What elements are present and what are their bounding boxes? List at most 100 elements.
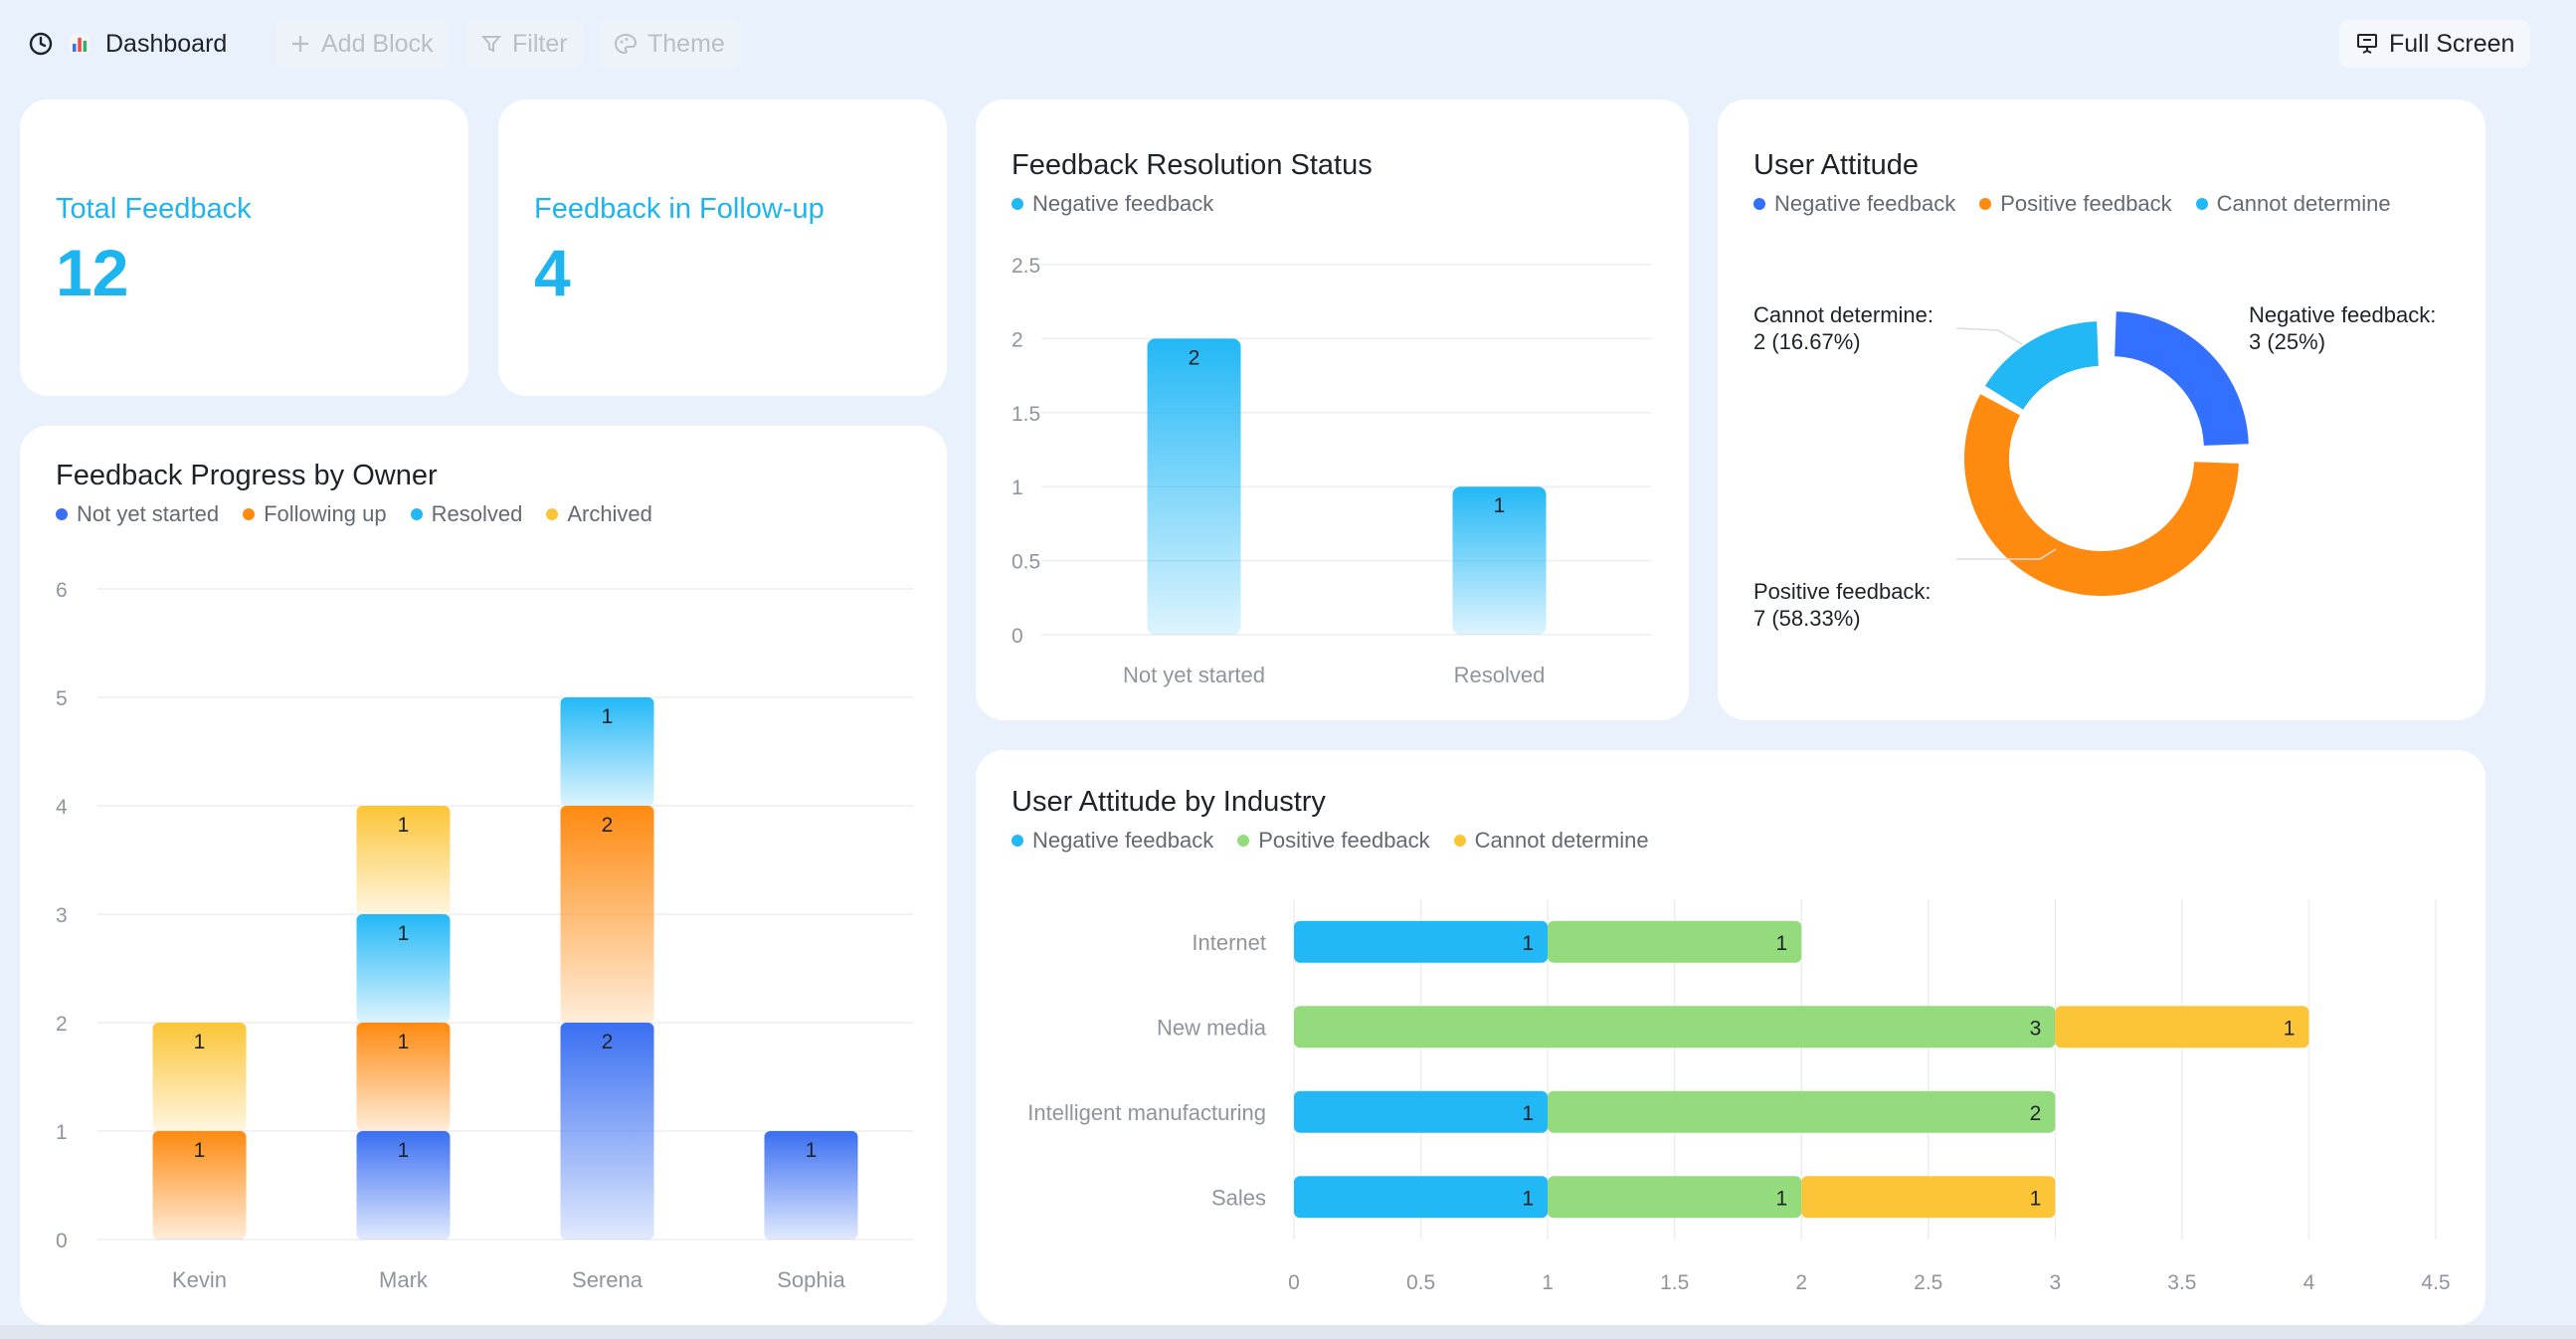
bar-segment	[1548, 920, 1802, 963]
x-tick-label: 1	[1542, 1271, 1554, 1294]
bar-segment	[764, 1131, 858, 1240]
legend-label: Positive feedback	[2000, 191, 2172, 216]
legend-label: Archived	[567, 501, 652, 526]
kpi-label: Total Feedback	[56, 193, 252, 225]
legend-item[interactable]: Not yet started	[56, 501, 219, 527]
card-feedback-progress-owner[interactable]: Feedback Progress by Owner Not yet start…	[20, 426, 947, 1325]
y-tick-label: 2	[56, 1013, 68, 1036]
bar-segment	[560, 697, 654, 806]
legend-label: Cannot determine	[2216, 191, 2391, 216]
legend-dot	[410, 508, 423, 520]
data-label: 2	[602, 814, 614, 837]
chart-title: User Attitude	[1753, 149, 1920, 181]
data-label: 2	[2030, 1102, 2042, 1125]
legend-item[interactable]: Positive feedback	[1979, 191, 2172, 217]
slice-label: Positive feedback:	[1753, 579, 1932, 604]
y-category-label: Internet	[1192, 930, 1266, 955]
data-label: 1	[1522, 1187, 1534, 1210]
y-tick-label: 3	[56, 904, 68, 927]
plus-icon	[292, 36, 308, 52]
theme-button[interactable]: Theme	[600, 20, 739, 68]
card-feedback-resolution[interactable]: Feedback Resolution Status Negative feed…	[976, 99, 1689, 720]
bar-segment	[356, 1023, 451, 1131]
y-category-label: Intelligent manufacturing	[1027, 1100, 1266, 1125]
legend-item[interactable]: Negative feedback	[1753, 191, 1955, 217]
kpi-card-total-feedback[interactable]: Total Feedback 12	[20, 99, 468, 396]
legend-item[interactable]: Cannot determine	[1453, 828, 1649, 854]
chart-legend: Not yet started Following up Resolved Ar…	[56, 501, 652, 527]
add-block-button[interactable]: Add Block	[276, 20, 448, 68]
x-tick-label: Kevin	[172, 1267, 227, 1292]
resolution-chart: 0 0.5 1 1.5 2 2.5 2 Not yet started 1 Resolved	[1012, 255, 1652, 687]
y-tick-label: 0	[56, 1230, 68, 1252]
kpi-value: 12	[56, 236, 129, 309]
data-label: 1	[2030, 1187, 2042, 1210]
dashboard-label: Dashboard	[105, 29, 228, 58]
theme-label: Theme	[647, 29, 725, 58]
dashboard-title[interactable]: Dashboard	[28, 20, 227, 68]
bar	[1147, 338, 1241, 635]
y-tick-label: 0.5	[1012, 551, 1040, 574]
slice-value-label: 7 (58.33%)	[1753, 606, 1861, 631]
legend-label: Resolved	[431, 501, 523, 526]
legend-dot	[1453, 835, 1466, 847]
x-tick-label: 1.5	[1660, 1271, 1689, 1294]
legend-item[interactable]: Resolved	[410, 501, 523, 527]
bar-segment	[560, 1023, 654, 1240]
x-tick-label: 3.5	[2167, 1271, 2196, 1294]
legend-dot	[1012, 198, 1023, 210]
bar-segment	[1294, 1176, 1549, 1219]
chart-legend: Negative feedback Positive feedback Cann…	[1012, 828, 1649, 854]
presentation-icon	[2357, 34, 2377, 54]
y-tick-label: 2.5	[1012, 255, 1040, 278]
legend-item[interactable]: Negative feedback	[1012, 191, 1213, 217]
chart-legend: Negative feedback Positive feedback Cann…	[1753, 191, 2391, 217]
legend-dot	[1753, 198, 1765, 210]
kpi-card-feedback-followup[interactable]: Feedback in Follow-up 4	[498, 99, 947, 396]
legend-dot	[1012, 835, 1023, 847]
legend-dot	[56, 508, 68, 520]
filter-button[interactable]: Filter	[466, 20, 582, 68]
data-label: 1	[806, 1139, 818, 1162]
x-tick-label: 0.5	[1406, 1271, 1435, 1294]
bottom-scroll-strip	[0, 1325, 2576, 1339]
slice-value-label: 3 (25%)	[2249, 329, 2325, 354]
bar-segment	[560, 806, 654, 1023]
history-clock-icon[interactable]	[28, 31, 54, 57]
card-user-attitude[interactable]: User Attitude Negative feedback Positive…	[1718, 99, 2485, 720]
legend-label: Cannot determine	[1474, 828, 1649, 853]
data-label: 1	[1776, 932, 1788, 955]
bar-segment	[152, 1131, 247, 1240]
y-tick-label: 1	[56, 1121, 68, 1144]
bar-segment	[1548, 1090, 2056, 1133]
slice-label: Cannot determine:	[1753, 302, 1933, 327]
legend-item[interactable]: Positive feedback	[1237, 828, 1430, 854]
bar	[1452, 486, 1547, 635]
legend-item[interactable]: Following up	[243, 501, 387, 527]
card-attitude-by-industry[interactable]: User Attitude by Industry Negative feedb…	[976, 750, 2485, 1325]
industry-horizontal-bar-chart: 0 0.5 1 1.5 2 2.5 3 3.5 4 4.5 Internet 1 1 New media 3…	[1027, 899, 2451, 1294]
data-label: 1	[194, 1139, 206, 1162]
chart-title: Feedback Resolution Status	[1012, 149, 1373, 181]
bar-segment	[1801, 1176, 2056, 1219]
slice-value-label: 2 (16.67%)	[1753, 329, 1861, 354]
y-tick-label: 2	[1012, 328, 1023, 351]
full-screen-button[interactable]: Full Screen	[2339, 20, 2531, 68]
x-tick-label: 3	[2049, 1271, 2061, 1294]
chart-title: User Attitude by Industry	[1012, 786, 1326, 818]
legend-item[interactable]: Negative feedback	[1012, 828, 1213, 854]
bar-segment	[1294, 1006, 2056, 1049]
data-label: 1	[1522, 1102, 1534, 1125]
toolbar: Dashboard Add Block Filter Theme Full Sc…	[0, 0, 2576, 88]
data-label: 1	[398, 1031, 410, 1053]
donut-slice	[2115, 311, 2249, 446]
data-label: 1	[602, 705, 614, 728]
y-tick-label: 1.5	[1012, 403, 1040, 426]
legend-item[interactable]: Archived	[546, 501, 652, 527]
x-tick-label: 0	[1288, 1271, 1300, 1294]
bar-segment	[356, 806, 451, 914]
y-tick-label: 6	[56, 579, 68, 602]
donut-slice	[1964, 394, 2239, 597]
chart-legend: Negative feedback	[1012, 191, 1213, 217]
legend-item[interactable]: Cannot determine	[2195, 191, 2391, 217]
